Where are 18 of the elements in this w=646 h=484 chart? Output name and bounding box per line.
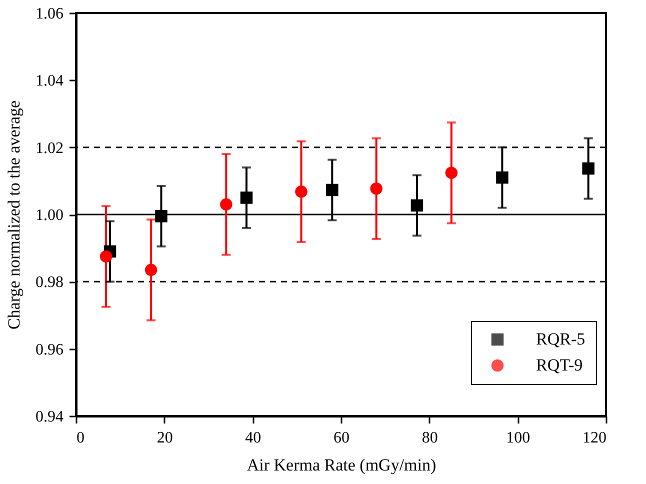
x-tick-label: 40 — [245, 430, 262, 446]
y-tick-label: 1.00 — [36, 207, 64, 224]
y-axis-title: Charge normalized to the average — [4, 100, 24, 330]
legend-label: RQT-9 — [536, 356, 583, 374]
x-axis-title: Air Kerma Rate (mGy/min) — [246, 456, 436, 474]
y-tick-label: 1.02 — [36, 140, 64, 157]
x-tick-label: 20 — [156, 430, 173, 446]
x-tick-label: 100 — [506, 430, 530, 446]
x-tick-label: 120 — [582, 430, 606, 446]
y-tick-label: 0.94 — [36, 408, 64, 426]
y-tick-label: 0.98 — [36, 274, 64, 292]
x-tick-label: 60 — [334, 430, 350, 446]
x-tick-label: 0 — [76, 430, 84, 446]
legend-label: RQR-5 — [536, 330, 586, 348]
x-tick-label: 80 — [422, 430, 438, 446]
y-tick-label: 1.04 — [36, 72, 64, 90]
y-tick-label: 1.06 — [36, 6, 64, 22]
y-tick-label: 0.96 — [36, 341, 64, 358]
